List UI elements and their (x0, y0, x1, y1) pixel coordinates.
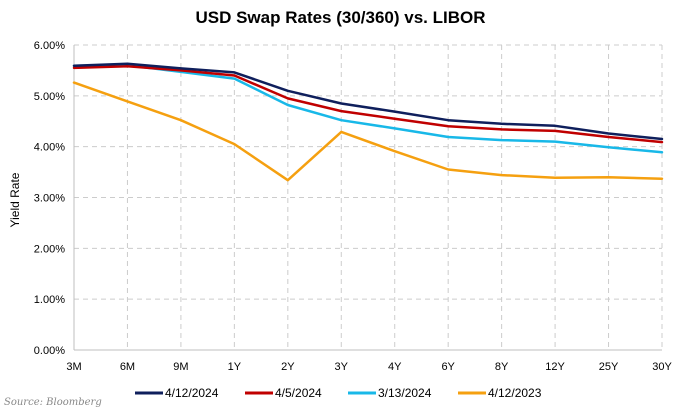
x-tick-label: 3Y (335, 361, 349, 373)
legend-label: 4/5/2024 (275, 386, 322, 400)
x-tick-label: 30Y (652, 361, 672, 373)
y-axis-ticks: 0.00% 1.00% 2.00% 3.00% 4.00% 5.00% 6.00% (34, 40, 65, 357)
chart-title: USD Swap Rates (30/360) vs. LIBOR (195, 8, 486, 27)
legend-label: 3/13/2024 (378, 386, 432, 400)
source-note: Source: Bloomberg (4, 397, 102, 408)
y-axis-title: Yield Rate (8, 172, 22, 227)
x-tick-label: 8Y (495, 361, 509, 373)
grid-lines (73, 44, 663, 351)
x-axis-ticks: 3M 6M 9M 1Y 2Y 3Y 4Y 6Y 8Y 12Y 25Y 30Y (66, 361, 672, 373)
legend-label: 4/12/2024 (165, 386, 219, 400)
series-line-4-12-2024 (72, 62, 664, 141)
legend-label: 4/12/2023 (488, 386, 542, 400)
x-tick-label: 4Y (388, 361, 402, 373)
series-lines (72, 62, 664, 182)
y-tick-label: 0.00% (34, 345, 65, 357)
x-tick-label: 3M (66, 361, 81, 373)
y-tick-label: 4.00% (34, 142, 65, 154)
y-tick-label: 6.00% (34, 40, 65, 52)
x-tick-label: 25Y (599, 361, 619, 373)
y-tick-label: 2.00% (34, 243, 65, 255)
x-tick-label: 6Y (441, 361, 455, 373)
y-tick-label: 1.00% (34, 294, 65, 306)
y-tick-label: 5.00% (34, 91, 65, 103)
x-tick-label: 12Y (545, 361, 565, 373)
x-tick-label: 9M (173, 361, 188, 373)
legend: 4/12/2024 4/5/2024 3/13/2024 4/12/2023 (135, 386, 542, 400)
y-tick-label: 3.00% (34, 193, 65, 205)
x-tick-label: 1Y (228, 361, 242, 373)
x-tick-label: 2Y (281, 361, 295, 373)
series-line-4-5-2024 (72, 65, 664, 144)
series-line-4-12-2023 (72, 81, 664, 182)
x-tick-label: 6M (120, 361, 135, 373)
